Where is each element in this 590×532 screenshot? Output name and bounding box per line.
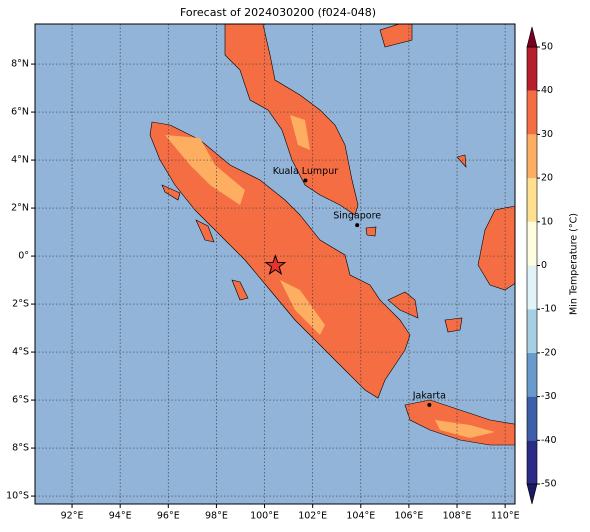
y-tick-label: 0° bbox=[18, 251, 29, 262]
x-tick-label: 92°E bbox=[61, 511, 84, 522]
location-star bbox=[264, 254, 287, 276]
map-title: Forecast of 2024030200 (f024-048) bbox=[180, 6, 376, 19]
city-marker bbox=[303, 178, 308, 183]
colorbar-tick-label: -50 bbox=[541, 479, 557, 490]
simeulue bbox=[161, 184, 181, 201]
x-tick-label: 96°E bbox=[157, 511, 180, 522]
y-tick-label: 8°N bbox=[11, 59, 29, 70]
islet bbox=[456, 154, 467, 168]
colorbar-band bbox=[527, 265, 537, 310]
colorbar-band bbox=[527, 90, 537, 135]
y-tick-label: 4°S bbox=[12, 347, 29, 358]
bangka bbox=[387, 291, 419, 319]
x-tick-label: 104°E bbox=[346, 511, 375, 522]
x-tick-label: 106°E bbox=[394, 511, 423, 522]
colorbar-tick-label: 50 bbox=[541, 42, 553, 53]
y-tick-label: 6°S bbox=[12, 395, 29, 406]
colorbar-tick-label: -20 bbox=[541, 347, 557, 358]
sumatra bbox=[149, 121, 411, 399]
colorbar-band bbox=[527, 396, 537, 441]
colorbar-label: Min Temperature (°C) bbox=[569, 213, 580, 315]
map-frame bbox=[34, 23, 516, 505]
land bbox=[149, 24, 515, 446]
x-tick-label: 98°E bbox=[205, 511, 228, 522]
x-tick-label: 108°E bbox=[443, 511, 472, 522]
city-label: Kuala Lumpur bbox=[273, 166, 339, 177]
colorbar-band bbox=[527, 134, 537, 179]
x-tick-label: 110°E bbox=[491, 511, 520, 522]
warm-patch bbox=[165, 135, 245, 205]
colorbar-extend bbox=[526, 26, 538, 48]
colorbar-band bbox=[527, 352, 537, 397]
siberut bbox=[195, 219, 215, 243]
belitung bbox=[444, 317, 463, 333]
city-marker bbox=[427, 402, 432, 407]
colorbar-tick-label: -40 bbox=[541, 435, 557, 446]
colorbar-band bbox=[527, 178, 537, 222]
colorbar-tick-label: 40 bbox=[541, 85, 553, 96]
borneo bbox=[477, 205, 515, 291]
colorbar-extend bbox=[526, 483, 538, 505]
city-label: Jakarta bbox=[412, 390, 446, 401]
colorbar-tick-label: -10 bbox=[541, 304, 557, 315]
y-tick-label: 2°N bbox=[11, 203, 29, 214]
colorbar-tick-label: 30 bbox=[541, 129, 553, 140]
y-tick-label: 2°S bbox=[12, 299, 29, 310]
colorbar-tick-label: 0 bbox=[541, 260, 547, 271]
city-marker bbox=[355, 223, 360, 228]
y-tick-label: 4°N bbox=[11, 155, 29, 166]
x-tick-label: 94°E bbox=[109, 511, 132, 522]
x-tick-label: 100°E bbox=[250, 511, 279, 522]
riau bbox=[365, 226, 377, 237]
borneo-north bbox=[379, 24, 413, 48]
warm-patch bbox=[280, 280, 325, 335]
colorbar-band bbox=[527, 47, 537, 91]
y-tick-label: 10°S bbox=[6, 491, 29, 502]
colorbar-tick-label: 20 bbox=[541, 173, 553, 184]
city-label: Singapore bbox=[333, 211, 381, 222]
colorbar-band bbox=[527, 440, 537, 484]
colorbar-tick-label: 10 bbox=[541, 216, 553, 227]
y-tick-label: 8°S bbox=[12, 443, 29, 454]
colorbar-tick-label: -30 bbox=[541, 391, 557, 402]
y-tick-label: 6°N bbox=[11, 107, 29, 118]
x-tick-label: 102°E bbox=[298, 511, 327, 522]
nias bbox=[231, 279, 249, 301]
colorbar-band bbox=[527, 221, 537, 266]
warm-patch bbox=[435, 420, 495, 438]
warm-patch bbox=[290, 115, 310, 150]
colorbar-band bbox=[527, 309, 537, 353]
